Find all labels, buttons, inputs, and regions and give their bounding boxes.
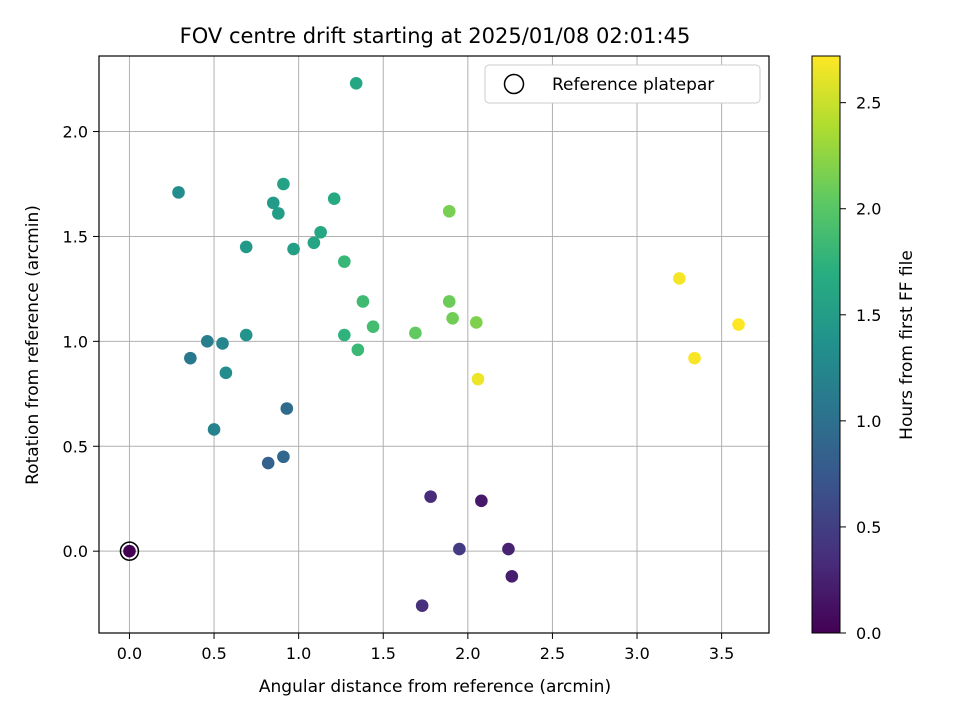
scatter-point [123,544,136,558]
x-tick-label: 2.0 [455,644,480,663]
scatter-point [207,423,221,436]
scatter-point [219,366,233,380]
legend: Reference platepar [484,64,761,104]
x-tick-label: 3.5 [709,644,734,663]
y-tick-label: 1.5 [63,227,88,246]
scatter-point [502,542,515,556]
scatter-point [415,599,429,613]
x-axis-label: Angular distance from reference (arcmin) [259,677,611,697]
scatter-point [272,207,285,220]
scatter-point [424,490,437,503]
scatter-point [314,225,327,239]
colorbar [811,55,841,634]
colorbar-tick-label: 2.5 [856,94,881,113]
scatter-point [469,316,483,329]
scatter-point [446,311,459,325]
scatter-point [287,242,300,256]
scatter-point [505,570,519,583]
x-tick-label: 0.0 [117,644,142,663]
scatter-points [123,76,745,613]
x-tick-label: 2.5 [540,644,565,663]
scatter-point [307,236,321,250]
scatter-point [471,372,485,386]
scatter-point [266,196,280,210]
colorbar-tick-label: 1.0 [856,412,881,431]
colorbar-tick-label: 2.0 [856,200,881,219]
scatter-point [277,450,290,464]
scatter-point [732,318,745,331]
chart-title: FOV centre drift starting at 2025/01/08 … [180,24,691,48]
scatter-point [366,320,380,333]
scatter-point [327,192,341,205]
scatter-point [184,351,197,365]
x-tick-label: 1.0 [286,644,311,663]
y-tick-label: 1.0 [63,332,88,351]
scatter-point [453,542,466,556]
plot-frame [98,55,770,634]
legend-label: Reference platepar [552,75,714,95]
grid-lines [99,56,769,633]
scatter-point [338,328,351,342]
scatter-point [277,177,290,191]
scatter-point [351,343,365,357]
scatter-point [475,494,488,508]
x-tick-label: 1.5 [371,644,396,663]
y-tick-label: 2.0 [63,123,88,142]
axis-ticks: 0.0 0.5 1.0 1.5 2.0 2.5 3.0 3.5 0.0 0.5 1.0 1.5 2.0 [63,123,735,663]
scatter-point [261,456,275,470]
scatter-point [409,326,422,340]
x-tick-label: 0.5 [201,644,226,663]
scatter-point [688,351,701,365]
scatter-point [673,272,686,285]
scatter-point [338,255,351,268]
scatter-point [280,402,294,415]
colorbar-label: Hours from first FF file [897,250,917,440]
colorbar-tick-label: 0.5 [856,518,881,537]
legend-box [484,64,761,104]
colorbar-tick-label: 1.5 [856,306,881,325]
scatter-point [172,186,185,199]
y-axis-label: Rotation from reference (arcmin) [23,205,43,485]
colorbar-ticks: 0.0 0.5 1.0 1.5 2.0 2.5 [840,94,881,643]
scatter-point [356,295,370,308]
scatter-point [239,328,253,342]
scatter-point [200,335,214,348]
legend-marker [503,73,525,95]
reference-marker [119,541,140,561]
scatter-point [349,76,363,90]
scatter-point [216,337,229,350]
scatter-point [442,204,456,218]
scatter-point [442,295,456,308]
y-tick-label: 0.0 [63,542,88,561]
x-tick-label: 3.0 [624,644,649,663]
y-tick-label: 0.5 [63,437,88,456]
scatter-point [239,240,253,254]
colorbar-tick-label: 0.0 [856,624,881,643]
